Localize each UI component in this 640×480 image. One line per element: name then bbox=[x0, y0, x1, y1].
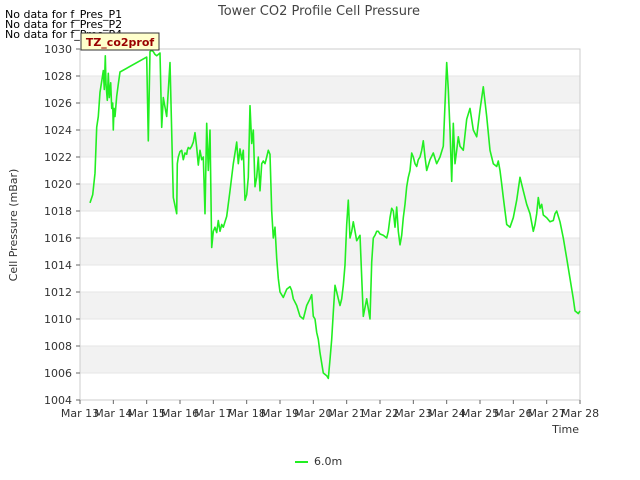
x-tick-label: Mar 28 bbox=[561, 407, 599, 420]
y-axis-label: Cell Pressure (mBar) bbox=[7, 169, 20, 282]
legend-label: 6.0m bbox=[314, 455, 342, 468]
no-data-note-p2: No data for f_Pres_P2 bbox=[5, 18, 123, 31]
grid-band bbox=[80, 292, 580, 319]
x-tick-label: Mar 25 bbox=[461, 407, 499, 420]
y-tick-label: 1004 bbox=[44, 394, 72, 407]
grid-band bbox=[80, 76, 580, 103]
y-tick-label: 1014 bbox=[44, 259, 72, 272]
annotation-label: TZ_co2prof bbox=[86, 36, 155, 49]
annotation-box: TZ_co2prof bbox=[80, 32, 160, 51]
x-tick-label: Mar 26 bbox=[494, 407, 532, 420]
x-axis-label: Time bbox=[551, 423, 579, 436]
y-tick-label: 1018 bbox=[44, 205, 72, 218]
x-tick-label: Mar 21 bbox=[328, 407, 366, 420]
chart-title: Tower CO2 Profile Cell Pressure bbox=[217, 4, 420, 19]
grid-band bbox=[80, 238, 580, 265]
x-tick-label: Mar 23 bbox=[394, 407, 432, 420]
series-layer bbox=[89, 49, 581, 380]
legend: 6.0m bbox=[295, 455, 342, 468]
x-tick-label: Mar 13 bbox=[61, 407, 99, 420]
x-tick-label: Mar 16 bbox=[161, 407, 199, 420]
x-tick-label: Mar 14 bbox=[94, 407, 132, 420]
y-tick-label: 1022 bbox=[44, 151, 72, 164]
y-tick-label: 1008 bbox=[44, 340, 72, 353]
x-tick-label: Mar 22 bbox=[361, 407, 399, 420]
grid-band bbox=[80, 130, 580, 157]
x-tick-label: Mar 20 bbox=[294, 407, 332, 420]
y-tick-label: 1030 bbox=[44, 43, 72, 56]
grid-band bbox=[80, 184, 580, 211]
x-tick-label: Mar 18 bbox=[228, 407, 266, 420]
plot-frame bbox=[79, 48, 581, 401]
series-line-6m bbox=[89, 49, 581, 380]
grid-bands bbox=[80, 76, 580, 373]
no-data-note-p1: No data for f_Pres_P1 bbox=[5, 8, 123, 21]
x-tick-label: Mar 15 bbox=[128, 407, 166, 420]
y-axis-ticks: 1004 1006 1008 1010 1012 1014 1016 1018 1020 1022… bbox=[44, 43, 80, 407]
x-tick-label: Mar 27 bbox=[528, 407, 566, 420]
x-tick-label: Mar 19 bbox=[261, 407, 299, 420]
x-tick-label: Mar 24 bbox=[428, 407, 466, 420]
y-tick-label: 1020 bbox=[44, 178, 72, 191]
y-tick-label: 1010 bbox=[44, 313, 72, 326]
y-tick-label: 1016 bbox=[44, 232, 72, 245]
y-tick-label: 1028 bbox=[44, 70, 72, 83]
y-tick-label: 1026 bbox=[44, 97, 72, 110]
y-tick-label: 1024 bbox=[44, 124, 72, 137]
x-tick-label: Mar 17 bbox=[194, 407, 232, 420]
y-tick-label: 1012 bbox=[44, 286, 72, 299]
y-tick-label: 1006 bbox=[44, 367, 72, 380]
